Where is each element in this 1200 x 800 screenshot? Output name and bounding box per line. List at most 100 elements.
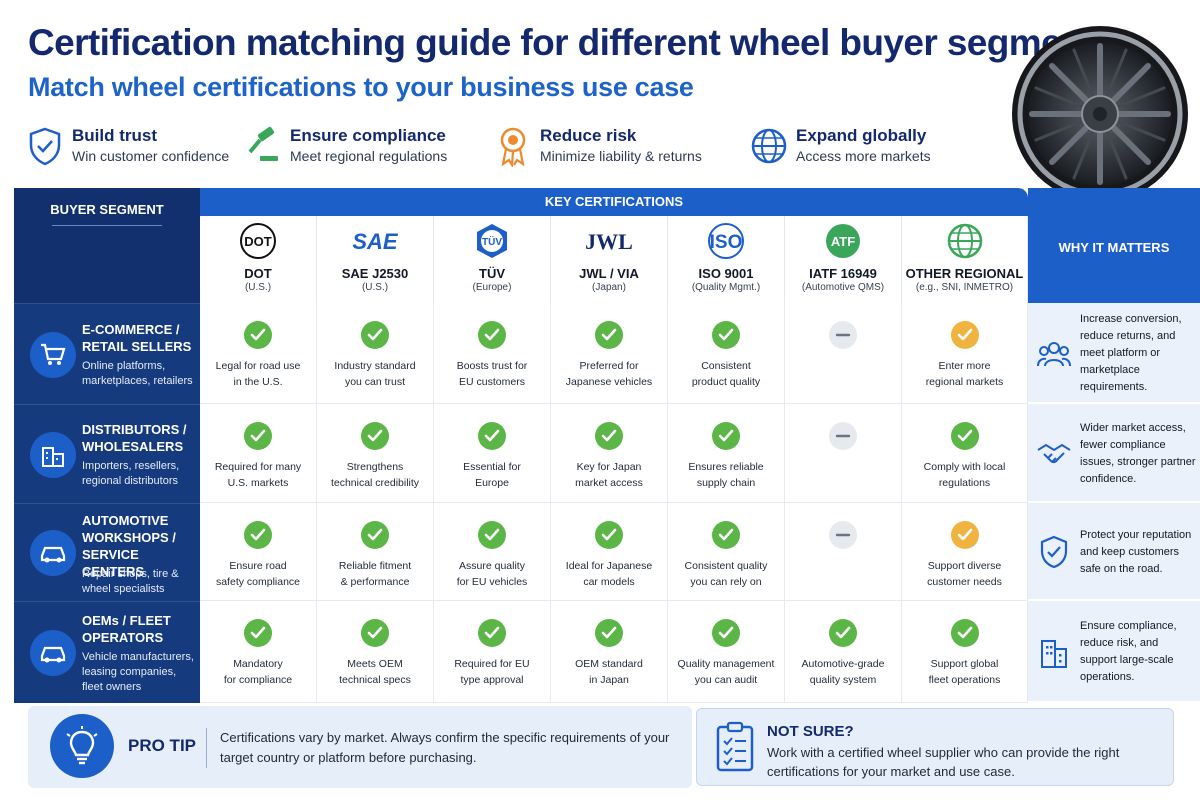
svg-text:JWL: JWL xyxy=(585,229,633,254)
cell-text: Key for Japan market access xyxy=(575,461,643,489)
people-icon xyxy=(1034,334,1074,374)
matrix-cell: Required for many U.S. markets xyxy=(200,404,317,503)
segment-desc: Vehicle manufacturers, leasing companies,… xyxy=(82,650,194,693)
check-icon xyxy=(478,321,506,349)
partial-check-icon xyxy=(950,321,979,349)
matrix-cell: Ensure road safety compliance xyxy=(200,503,317,601)
check-icon xyxy=(244,521,272,549)
segment-title: OEMs / FLEET OPERATORS xyxy=(82,612,171,645)
check-icon xyxy=(244,619,272,647)
matrix-cell: Enter more regional markets xyxy=(902,303,1028,404)
segment-title: DISTRIBUTORS / WHOLESALERS xyxy=(82,421,187,454)
check-icon xyxy=(478,521,506,549)
buyer-segment-header: BUYER SEGMENT xyxy=(14,188,200,303)
check-icon xyxy=(712,321,740,349)
matrix-cell: Consistent product quality xyxy=(668,303,785,404)
check-icon xyxy=(361,321,389,349)
cert-head-iso: ISO ISO 9001 (Quality Mgmt.) xyxy=(668,216,785,303)
matrix-cell xyxy=(785,404,902,503)
matrix-cell: Meets OEM technical specs xyxy=(317,601,434,703)
matrix-cell xyxy=(785,503,902,601)
check-icon xyxy=(712,521,740,549)
gavel-icon xyxy=(244,124,282,168)
cell-text: Enter more regional markets xyxy=(925,360,1004,388)
cell-text: Ensure road safety compliance xyxy=(215,560,301,588)
matrix-cell: Mandatory for compliance xyxy=(200,601,317,703)
cert-head-other-regional: OTHER REGIONAL (e.g., SNI, INMETRO) xyxy=(902,216,1028,303)
benefit-expand-globally: Expand globally Access more markets xyxy=(750,122,931,170)
cell-text: Assure quality for EU vehicles xyxy=(456,560,528,588)
matrix-cell: Support diverse customer needs xyxy=(902,503,1028,601)
cell-text: Boosts trust for EU customers xyxy=(456,360,528,388)
matrix-cell: Essential for Europe xyxy=(434,404,551,503)
not-applicable-icon xyxy=(829,422,857,450)
check-icon xyxy=(361,422,389,450)
cell-text: Automotive-grade quality system xyxy=(801,658,885,686)
matrix-cell: Key for Japan market access xyxy=(551,404,668,503)
matrix-cell: Consistent quality you can rely on xyxy=(668,503,785,601)
check-icon xyxy=(950,422,979,450)
check-icon xyxy=(950,619,979,647)
page-subtitle: Match wheel certifications to your busin… xyxy=(28,72,694,102)
segment-cell: DISTRIBUTORS / WHOLESALERS Importers, rese… xyxy=(14,404,200,503)
cell-text: Consistent product quality xyxy=(691,360,761,388)
why-it-matters-cell: Ensure compliance, reduce risk, and supp… xyxy=(1028,601,1200,703)
segment-cell: E-COMMERCE / RETAIL SELLERS Online platfor… xyxy=(14,303,200,404)
segment-title: E-COMMERCE / RETAIL SELLERS xyxy=(82,321,192,354)
tuv-logo-icon: TÜV xyxy=(434,216,550,258)
lightbulb-icon xyxy=(50,714,114,778)
matrix-cell: Boosts trust for EU customers xyxy=(434,303,551,404)
dot-logo-icon: DOT xyxy=(200,216,316,259)
matrix-cell: Automotive-grade quality system xyxy=(785,601,902,703)
iatf-logo-icon: ATF xyxy=(785,216,901,258)
not-applicable-icon xyxy=(829,521,857,549)
matrix-cell: Support global fleet operations xyxy=(902,601,1028,703)
check-icon xyxy=(361,521,389,549)
segment-desc: Importers, resellers, regional distributo… xyxy=(82,459,180,487)
shopping-cart-icon xyxy=(30,331,76,378)
benefit-build-trust: Build trust Win customer confidence xyxy=(26,122,229,170)
cell-text: Mandatory for compliance xyxy=(223,658,293,686)
cell-text: Reliable fitment & performance xyxy=(338,560,412,588)
partial-check-icon xyxy=(950,521,979,549)
check-icon xyxy=(595,321,623,349)
not-applicable-icon xyxy=(829,321,857,349)
cell-text: Ideal for Japanese car models xyxy=(565,560,653,588)
buildings-icon xyxy=(30,431,76,478)
check-icon xyxy=(595,521,623,549)
buildings-icon xyxy=(1034,632,1074,672)
check-icon xyxy=(244,321,272,349)
award-ribbon-icon xyxy=(494,124,532,168)
check-icon xyxy=(361,619,389,647)
cell-text: Comply with local regulations xyxy=(923,461,1006,489)
key-certifications-header: KEY CERTIFICATIONS xyxy=(200,188,1028,216)
car-icon xyxy=(30,630,76,676)
segment-cell: OEMs / FLEET OPERATORS Vehicle manufacture… xyxy=(14,601,200,703)
check-icon xyxy=(712,619,740,647)
not-sure-text: Work with a certified wheel supplier who… xyxy=(767,745,1120,779)
benefits-row: Build trust Win customer confidence Ensu… xyxy=(26,122,986,170)
matrix-cell xyxy=(785,303,902,404)
matrix-cell: Legal for road use in the U.S. xyxy=(200,303,317,404)
svg-text:ATF: ATF xyxy=(831,234,855,249)
shield-check-icon xyxy=(26,124,64,168)
cell-text: Meets OEM technical specs xyxy=(339,658,411,686)
cell-text: Industry standard you can trust xyxy=(334,360,416,388)
cell-text: Preferred for Japanese vehicles xyxy=(565,360,653,388)
matrix-cell: Assure quality for EU vehicles xyxy=(434,503,551,601)
matrix-cell: Strengthens technical credibility xyxy=(317,404,434,503)
segment-desc: Online platforms, marketplaces, retailers xyxy=(82,359,193,387)
matrix-cell: Ensures reliable supply chain xyxy=(668,404,785,503)
check-icon xyxy=(478,619,506,647)
matrix-cell: Quality management you can audit xyxy=(668,601,785,703)
matrix-cell: OEM standard in Japan xyxy=(551,601,668,703)
not-sure-box: NOT SURE? Work with a certified wheel su… xyxy=(696,708,1174,786)
matrix-cell: Reliable fitment & performance xyxy=(317,503,434,601)
cell-text: Support diverse customer needs xyxy=(927,560,1002,588)
why-text: Increase conversion, reduce returns, and… xyxy=(1080,313,1182,393)
check-icon xyxy=(244,422,272,450)
pro-tip-box: PRO TIP Certifications vary by market. A… xyxy=(28,706,692,788)
car-icon xyxy=(30,530,76,576)
benefit-ensure-compliance: Ensure compliance Meet regional regulati… xyxy=(244,122,447,170)
check-icon xyxy=(595,422,623,450)
